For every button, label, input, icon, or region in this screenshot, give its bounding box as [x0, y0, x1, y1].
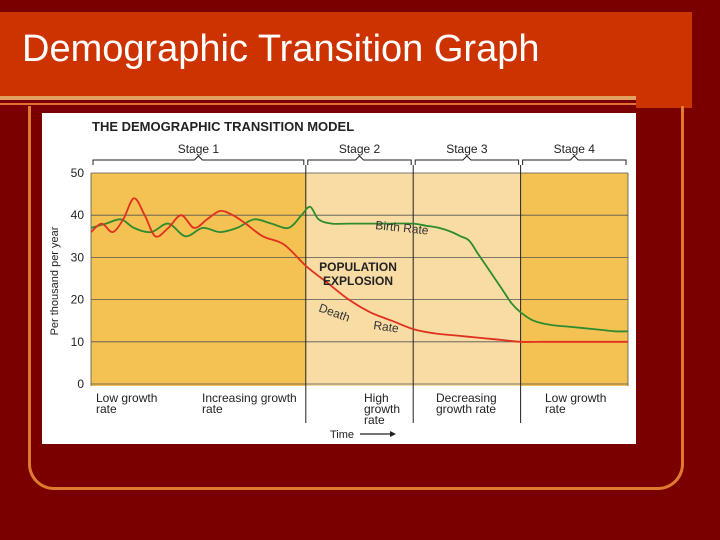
- stage-bands: [91, 173, 628, 386]
- title-underline-accent: [0, 103, 636, 105]
- stage-band: [91, 173, 306, 386]
- stage-bracket: [414, 155, 520, 165]
- death-rate-label-2: Rate: [373, 318, 400, 335]
- title-underline: [0, 96, 636, 100]
- content-frame: [28, 106, 684, 490]
- stage-label: Stage 2: [339, 142, 381, 156]
- y-tick-label: 10: [71, 335, 85, 349]
- stage-bracket: [522, 155, 627, 165]
- stage-headers: Stage 1 Stage 2 Stage 3 Stage 4: [92, 142, 627, 165]
- growth-label: rate: [545, 402, 566, 416]
- title-banner: [0, 12, 692, 96]
- growth-label: Decreasing: [436, 391, 497, 405]
- stage-band: [413, 173, 521, 386]
- high-growth-label: rate: [364, 413, 385, 427]
- y-tick-label: 0: [77, 377, 84, 391]
- high-growth-label: growth: [364, 402, 400, 416]
- y-tick-labels: 0 10 20 30 40 50: [71, 166, 85, 391]
- growth-label: Low growth: [545, 391, 606, 405]
- explosion-label-line1: POPULATION: [319, 260, 397, 274]
- stage-bracket: [307, 155, 412, 165]
- chart-figure: Stage 1 Stage 2 Stage 3 Stage 4 THE DEMOGRA…: [42, 113, 636, 444]
- x-axis-label: Time: [330, 429, 354, 441]
- birth-rate-label: Birth Rate: [375, 218, 430, 238]
- y-tick-label: 20: [71, 293, 85, 307]
- growth-label: growth rate: [436, 402, 496, 416]
- growth-label: rate: [202, 402, 223, 416]
- birth-rate-line: [90, 205, 629, 333]
- death-rate-line: [90, 197, 628, 343]
- y-tick-label: 40: [71, 208, 85, 222]
- y-tick-label: 50: [71, 166, 85, 180]
- chart-title: THE DEMOGRAPHIC TRANSITION MODEL: [92, 119, 354, 134]
- stage-bracket: [92, 155, 305, 165]
- explosion-label-line2: EXPLOSION: [323, 274, 393, 288]
- y-axis-label: Per thousand per year: [49, 226, 61, 335]
- stage-band: [520, 173, 628, 386]
- slide-title: Demographic Transition Graph: [22, 28, 540, 70]
- time-arrow-head: [390, 431, 396, 437]
- growth-label: Low growth: [96, 391, 157, 405]
- series-lines: [90, 197, 629, 343]
- growth-label: rate: [96, 402, 117, 416]
- y-tick-label: 30: [71, 250, 85, 264]
- stage-label: Stage 1: [178, 142, 220, 156]
- title-banner-corner: [636, 12, 692, 108]
- demographic-chart: Stage 1 Stage 2 Stage 3 Stage 4 THE DEMOGRA…: [49, 119, 629, 441]
- stage-label: Stage 3: [446, 142, 488, 156]
- growth-label: Increasing growth: [202, 391, 297, 405]
- stage-label: Stage 4: [554, 142, 596, 156]
- high-growth-label: High: [364, 391, 389, 405]
